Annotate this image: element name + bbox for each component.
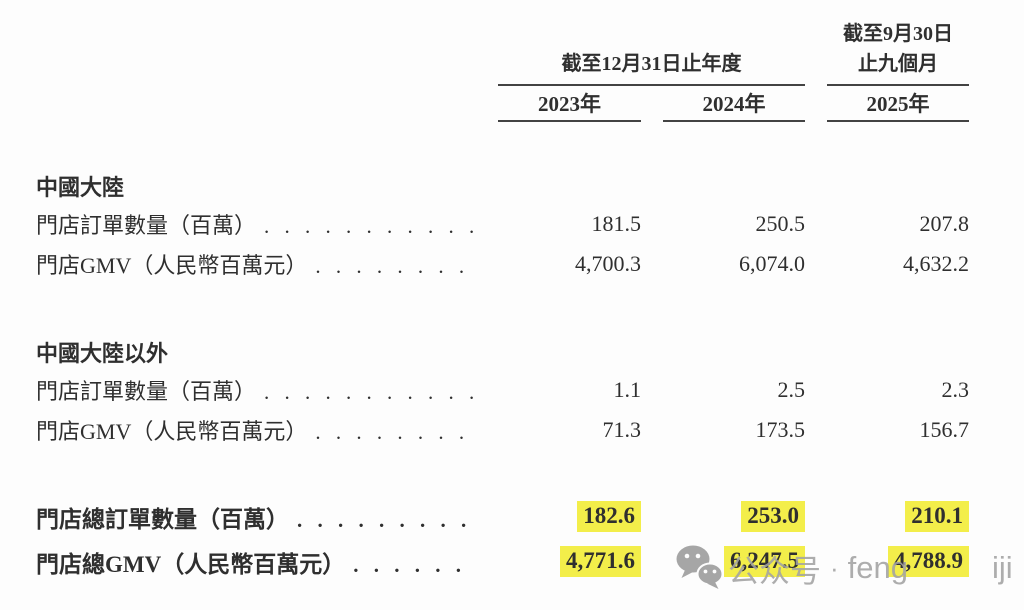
table-row-total-gmv: 門店總GMV（人民幣百萬元） 4,771.6 6,247.5 4,788.9 <box>0 539 1024 584</box>
cell-value-2025: 210.1 <box>827 501 969 532</box>
highlighted-value: 253.0 <box>741 501 805 532</box>
cell-value-2024: 173.5 <box>755 417 806 442</box>
cell-value-2024: 6,074.0 <box>739 251 805 276</box>
cell-value-2024: 6,247.5 <box>663 546 805 577</box>
cell-value-2024: 2.5 <box>777 377 806 402</box>
dot-leader <box>353 552 476 578</box>
header-group-nine-months-line1: 截至9月30日 <box>843 23 953 45</box>
cell-value-2024: 253.0 <box>663 501 805 532</box>
row-label-text: 門店總GMV（人民幣百萬元） <box>36 551 346 577</box>
column-header-2025: 2025年 <box>827 86 969 122</box>
row-label-text: 門店訂單數量（百萬） <box>36 213 257 238</box>
table-header-group-row: 截至12月31日止年度 截至9月30日 止九個月 <box>0 14 1024 86</box>
row-label-text: 門店總訂單數量（百萬） <box>36 506 289 532</box>
row-label-store-orders: 門店訂單數量（百萬） <box>36 374 476 406</box>
dot-leader <box>297 507 476 533</box>
header-group-year-ended: 截至12月31日止年度 <box>498 14 805 86</box>
row-label-total-gmv: 門店總GMV（人民幣百萬元） <box>36 545 476 579</box>
cell-value-2023: 1.1 <box>613 377 642 402</box>
section-title-mainland-china: 中國大陸 <box>36 175 125 200</box>
row-label-text: 門店GMV（人民幣百萬元） <box>36 253 308 278</box>
column-header-2024: 2024年 <box>663 86 805 122</box>
row-label-store-gmv: 門店GMV（人民幣百萬元） <box>36 248 476 280</box>
table-row: 門店訂單數量（百萬） 181.5 250.5 207.8 <box>0 204 1024 244</box>
row-label-store-gmv: 門店GMV（人民幣百萬元） <box>36 414 476 446</box>
highlighted-value: 4,788.9 <box>888 546 969 577</box>
row-label-text: 門店GMV（人民幣百萬元） <box>36 419 308 444</box>
dot-leader <box>264 379 476 405</box>
cell-value-2023: 71.3 <box>602 417 642 442</box>
table-row: 門店訂單數量（百萬） 1.1 2.5 2.3 <box>0 370 1024 410</box>
column-header-2023: 2023年 <box>498 86 641 122</box>
row-label-store-orders: 門店訂單數量（百萬） <box>36 208 476 240</box>
highlighted-value: 4,771.6 <box>560 546 641 577</box>
cell-value-2025: 4,632.2 <box>903 251 969 276</box>
highlighted-value: 6,247.5 <box>724 546 805 577</box>
cell-value-2025: 4,788.9 <box>827 546 969 577</box>
cell-value-2024: 250.5 <box>755 211 806 236</box>
highlighted-value: 210.1 <box>905 501 969 532</box>
header-group-nine-months-line2: 止九個月 <box>858 53 938 75</box>
header-group-nine-months: 截至9月30日 止九個月 <box>827 14 969 86</box>
cell-value-2025: 207.8 <box>919 211 970 236</box>
table-row: 門店GMV（人民幣百萬元） 71.3 173.5 156.7 <box>0 410 1024 450</box>
row-label-total-orders: 門店總訂單數量（百萬） <box>36 500 476 534</box>
cell-value-2025: 2.3 <box>941 377 970 402</box>
cell-value-2023: 181.5 <box>591 211 642 236</box>
cell-value-2023: 182.6 <box>498 501 641 532</box>
table-header-year-row: 2023年 2024年 2025年 <box>0 86 1024 122</box>
cell-value-2025: 156.7 <box>919 417 970 442</box>
table-row-total-orders: 門店總訂單數量（百萬） 182.6 253.0 210.1 <box>0 494 1024 539</box>
section-title-outside-mainland-china: 中國大陸以外 <box>36 341 169 366</box>
dot-leader <box>315 419 476 445</box>
cell-value-2023: 4,700.3 <box>575 251 641 276</box>
cell-value-2023: 4,771.6 <box>498 546 641 577</box>
totals-block: 門店總訂單數量（百萬） 182.6 253.0 210.1 門店總GMV（人民幣… <box>0 494 1024 584</box>
highlighted-value: 182.6 <box>577 501 641 532</box>
row-label-text: 門店訂單數量（百萬） <box>36 379 257 404</box>
dot-leader <box>315 253 476 279</box>
dot-leader <box>264 213 476 239</box>
table-row: 門店GMV（人民幣百萬元） 4,700.3 6,074.0 4,632.2 <box>0 244 1024 284</box>
header-group-year-ended-label: 截至12月31日止年度 <box>561 53 742 75</box>
